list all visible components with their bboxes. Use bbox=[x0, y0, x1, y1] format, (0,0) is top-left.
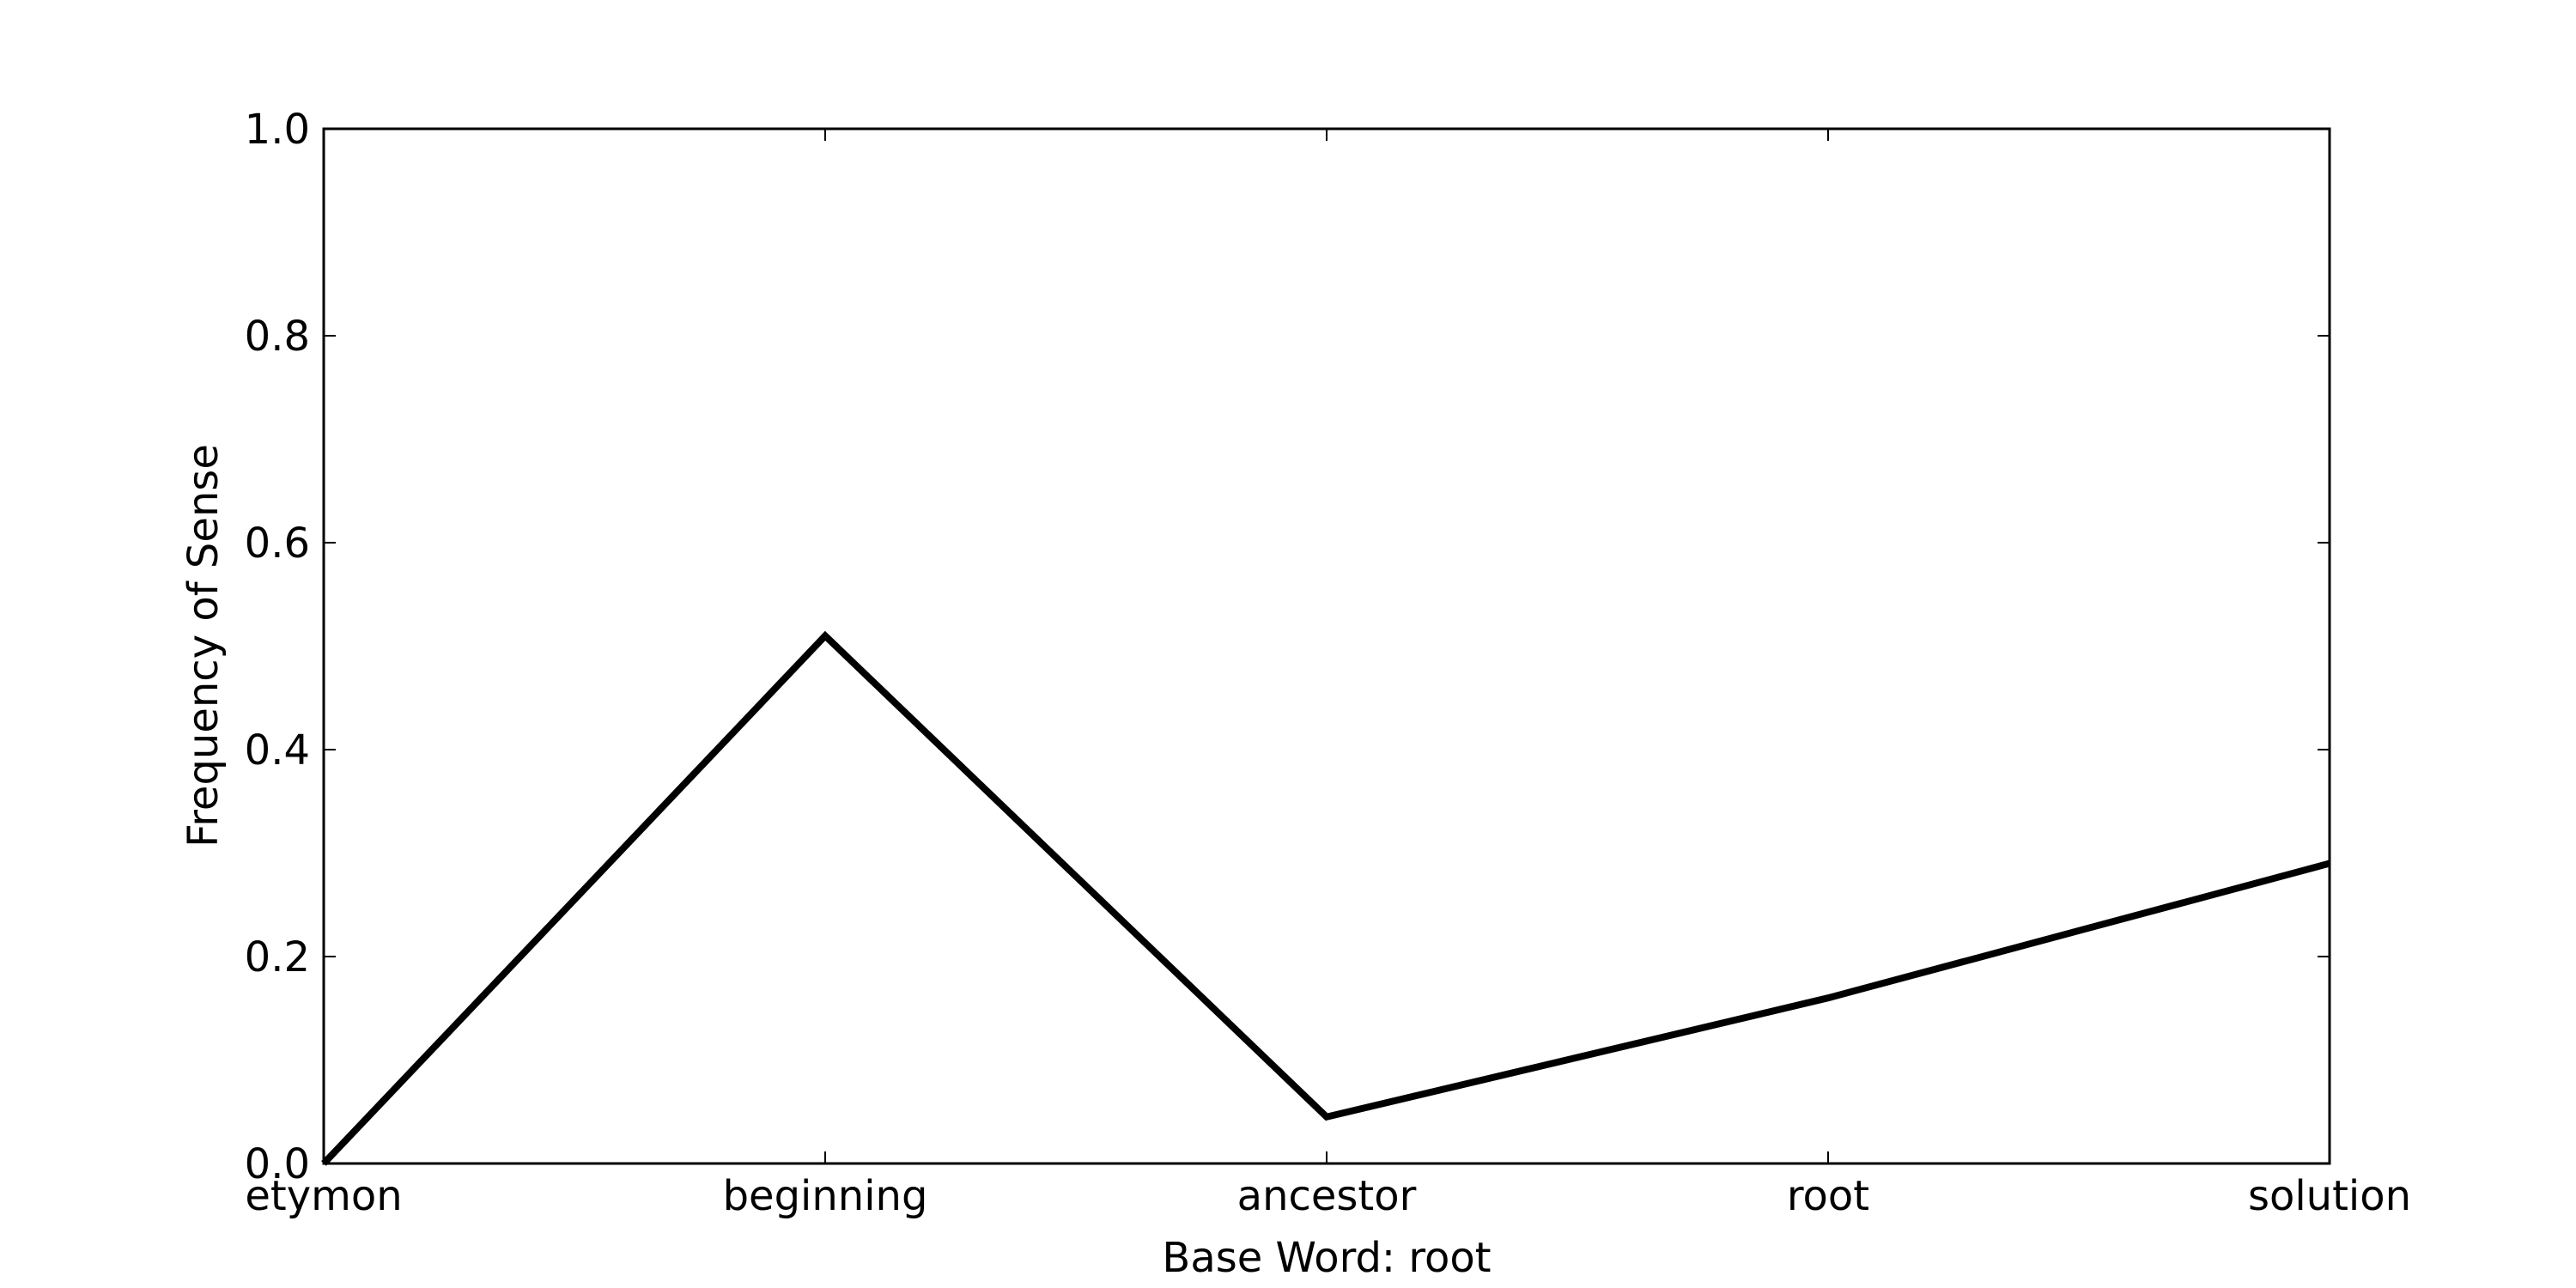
x-axis-label: Base Word: root bbox=[1162, 1234, 1491, 1282]
y-tick-label: 0.0 bbox=[245, 1140, 310, 1188]
y-tick-label: 0.2 bbox=[245, 933, 310, 981]
y-tick-labels: 0.0 0.2 0.4 0.6 0.8 1.0 bbox=[245, 106, 310, 1188]
x-tick-label: ancestor bbox=[1237, 1172, 1417, 1220]
series-lines bbox=[321, 630, 2331, 1166]
y-axis-label: Frequency of Sense bbox=[179, 444, 228, 848]
x-tick-label: beginning bbox=[723, 1172, 928, 1220]
y-tick-label: 0.6 bbox=[245, 519, 310, 568]
x-tick-labels: etymon beginning ancestor root solution bbox=[245, 1172, 2411, 1220]
tick-marks bbox=[323, 128, 2330, 1164]
y-tick-label: 0.8 bbox=[245, 313, 310, 361]
y-tick-label: 0.4 bbox=[245, 726, 310, 775]
x-tick-label: solution bbox=[2248, 1172, 2411, 1220]
plot-area bbox=[322, 127, 2331, 1165]
x-tick-label: root bbox=[1787, 1172, 1869, 1220]
x-tick-label: etymon bbox=[245, 1172, 402, 1220]
series-line bbox=[321, 630, 2331, 1166]
y-tick-label: 1.0 bbox=[245, 106, 310, 154]
